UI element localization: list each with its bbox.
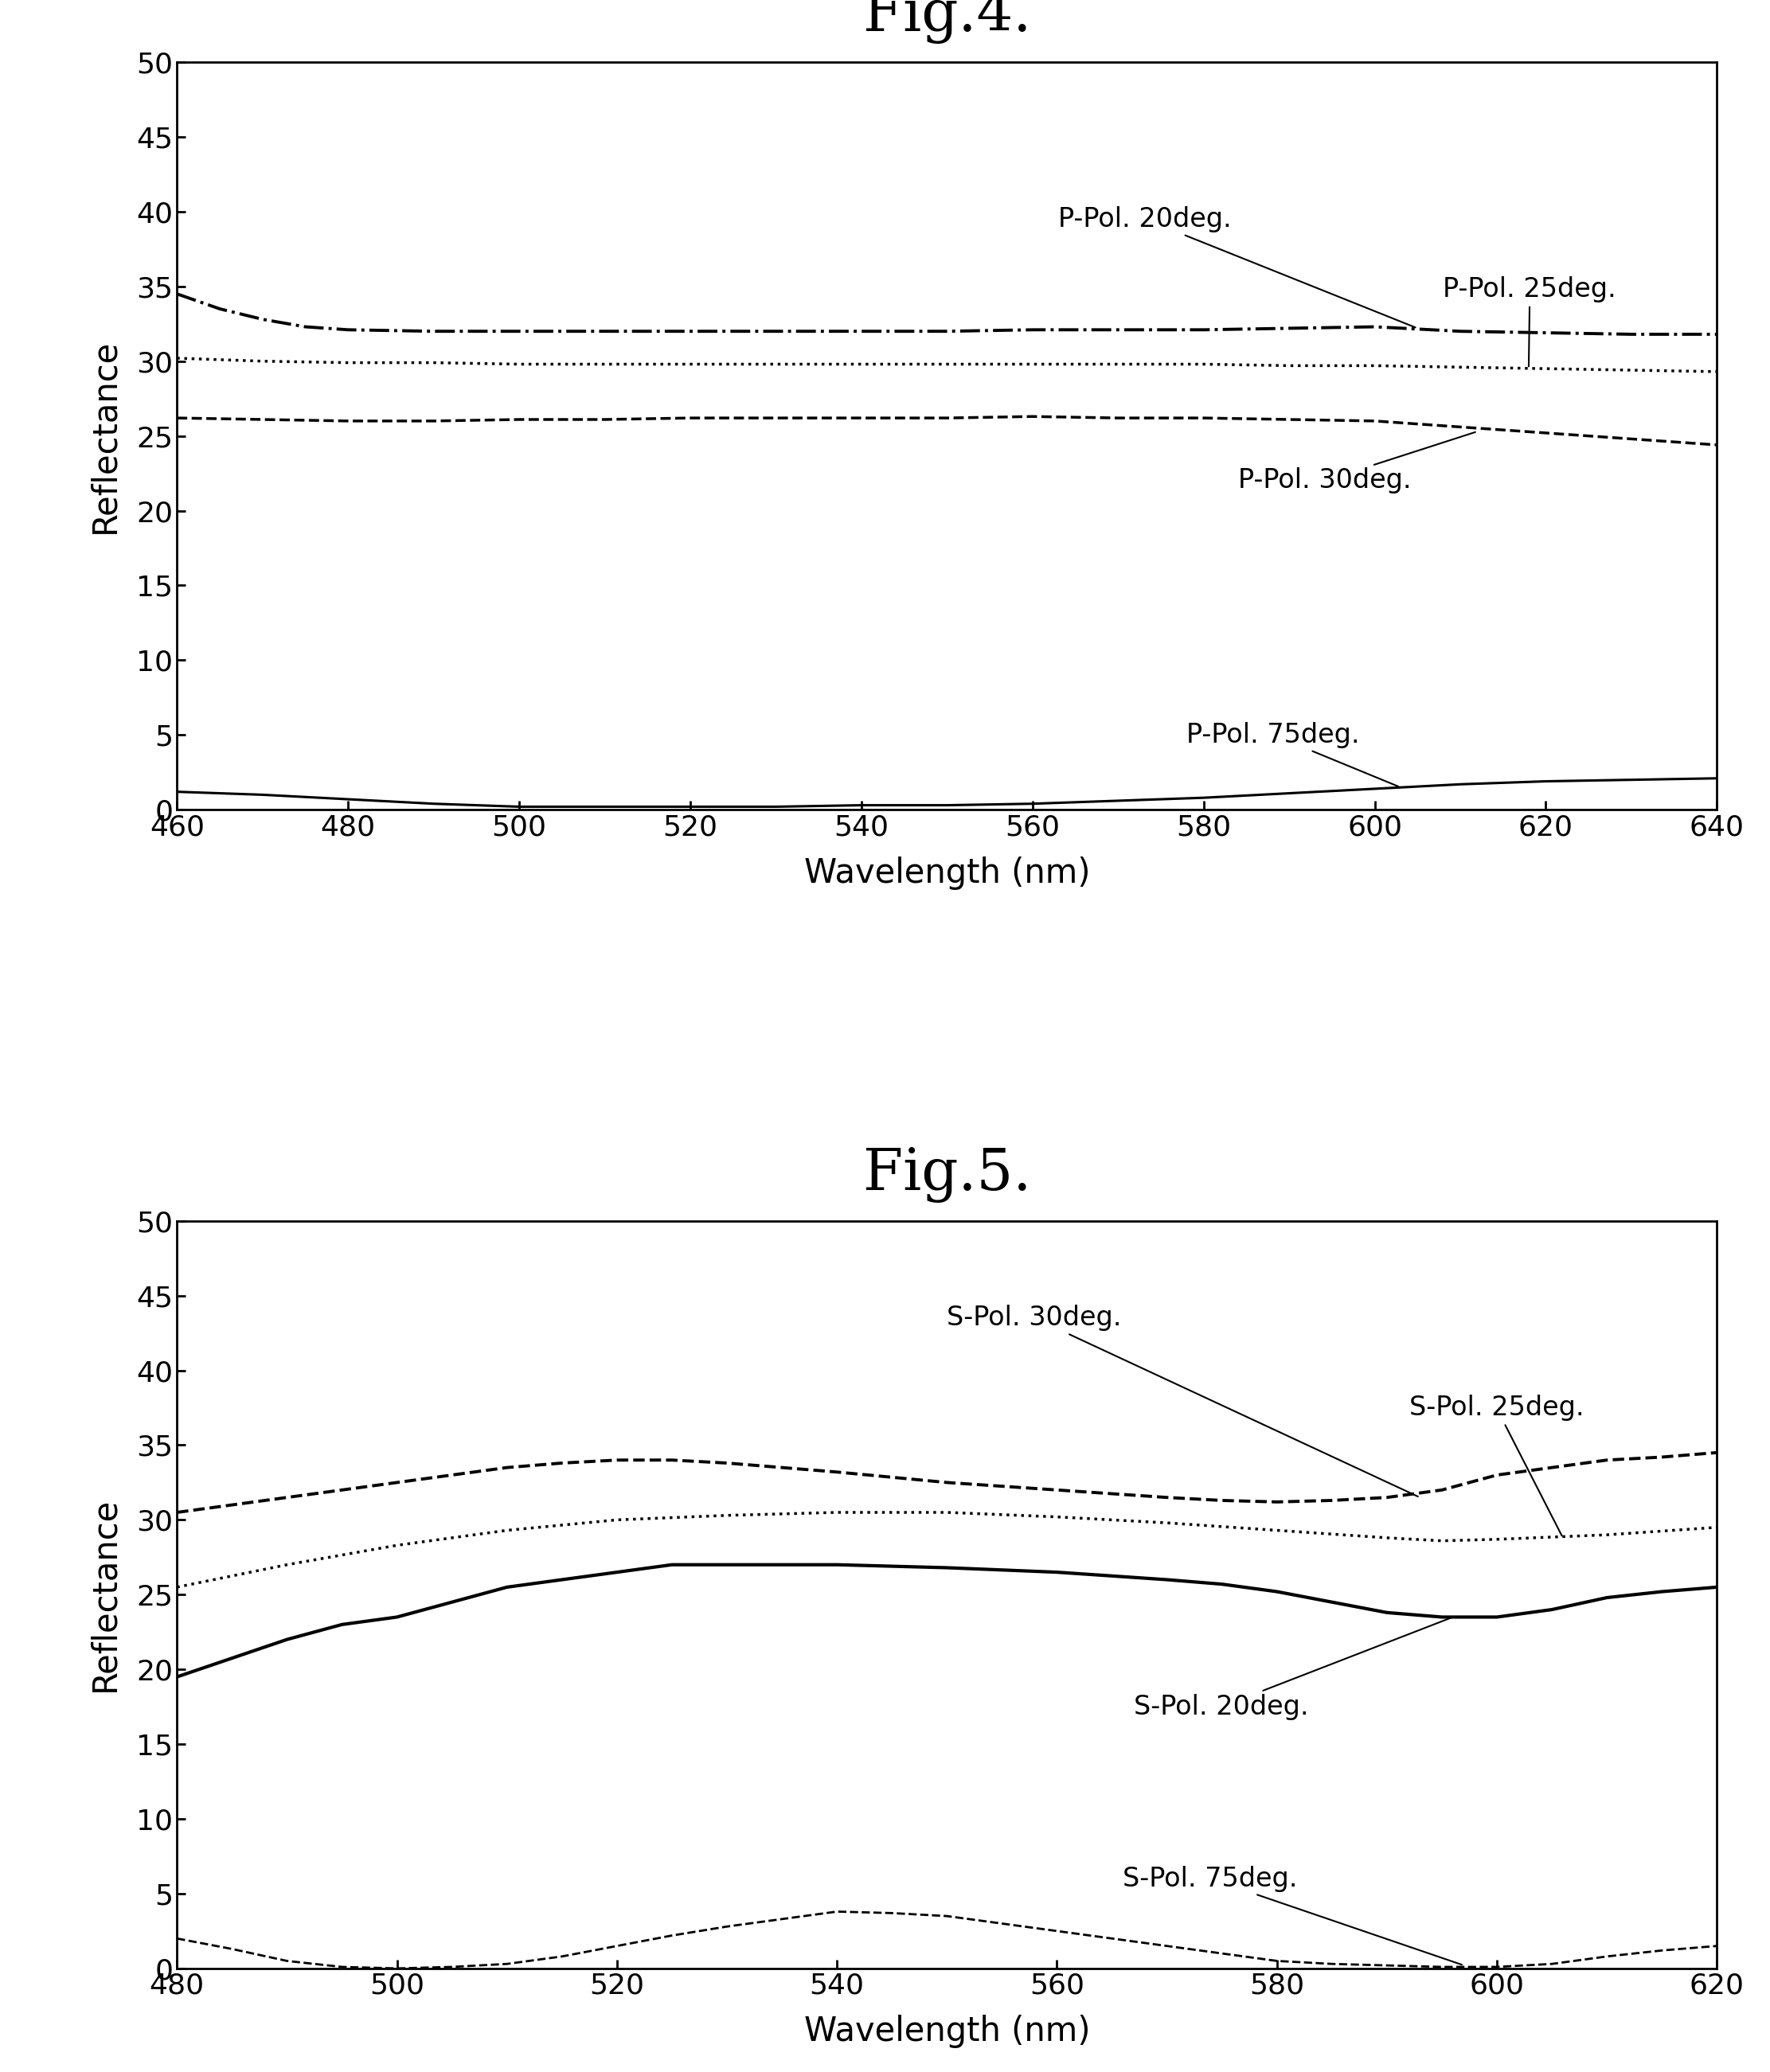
Title: Fig.4.: Fig.4.	[862, 0, 1032, 44]
X-axis label: Wavelength (nm): Wavelength (nm)	[804, 856, 1090, 889]
Y-axis label: Reflectance: Reflectance	[87, 1498, 120, 1693]
Text: P-Pol. 75deg.: P-Pol. 75deg.	[1186, 721, 1398, 787]
X-axis label: Wavelength (nm): Wavelength (nm)	[804, 2014, 1090, 2049]
Text: P-Pol. 25deg.: P-Pol. 25deg.	[1443, 276, 1616, 367]
Text: P-Pol. 20deg.: P-Pol. 20deg.	[1058, 205, 1416, 327]
Text: S-Pol. 25deg.: S-Pol. 25deg.	[1409, 1394, 1584, 1535]
Title: Fig.5.: Fig.5.	[862, 1146, 1032, 1202]
Text: P-Pol. 30deg.: P-Pol. 30deg.	[1237, 433, 1474, 493]
Text: S-Pol. 75deg.: S-Pol. 75deg.	[1122, 1865, 1462, 1964]
Text: S-Pol. 30deg.: S-Pol. 30deg.	[947, 1305, 1418, 1496]
Text: S-Pol. 20deg.: S-Pol. 20deg.	[1135, 1618, 1451, 1720]
Y-axis label: Reflectance: Reflectance	[87, 338, 120, 533]
